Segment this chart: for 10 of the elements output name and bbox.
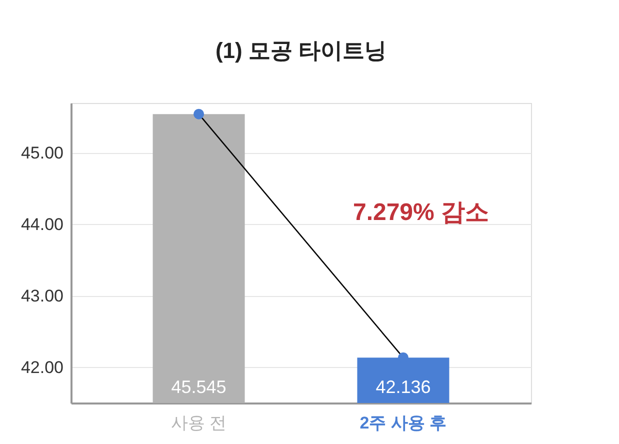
x-tick-label: 사용 전 <box>170 414 227 432</box>
chart-title: (1) 모공 타이트닝 <box>215 38 387 63</box>
y-tick-label: 42.00 <box>20 358 64 377</box>
annotation: 7.279% 감소 <box>352 199 490 226</box>
x-tick-label: 2주 사용 후 <box>360 414 447 432</box>
data-label: 42.136 <box>376 377 431 397</box>
y-tick-label: 44.00 <box>20 214 64 234</box>
data-label: 45.545 <box>171 377 226 397</box>
y-tick-label: 45.00 <box>20 144 64 162</box>
y-tick-label: 43.00 <box>20 286 64 306</box>
